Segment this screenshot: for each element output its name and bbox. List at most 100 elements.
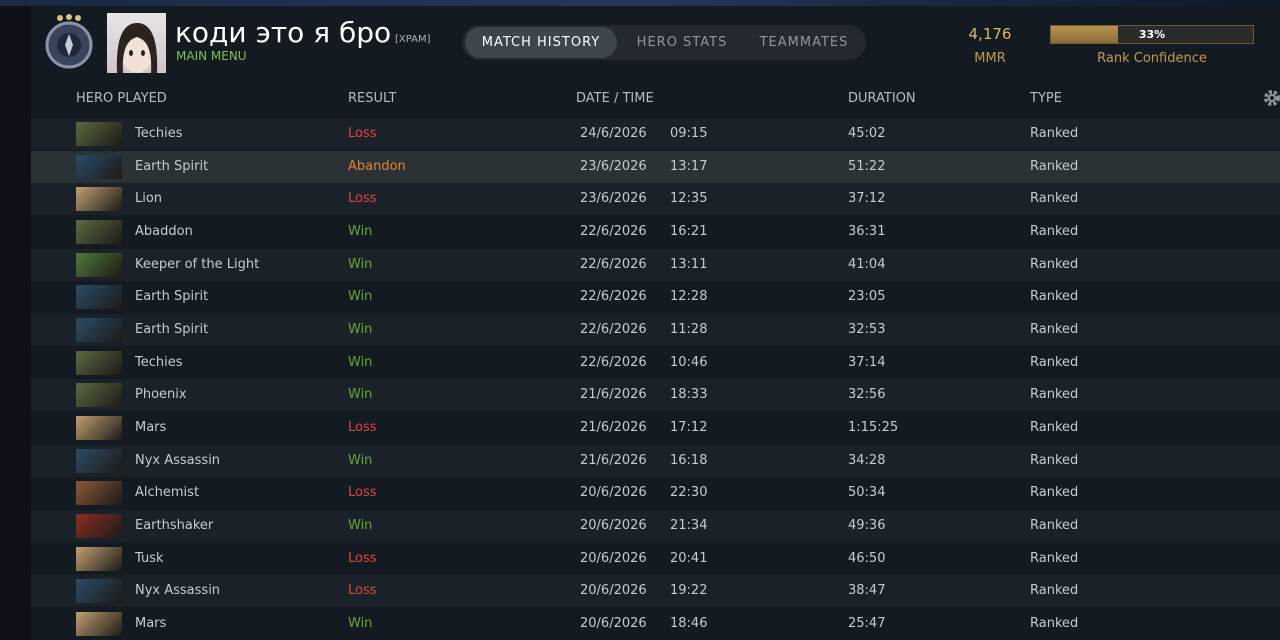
match-row[interactable]: Phoenix Win 21/6/2026 18:33 32:56 Ranked [31,379,1280,412]
hero-name: Earthshaker [135,518,214,534]
hero-icon [76,579,122,604]
match-row[interactable]: Mars Win 20/6/2026 18:46 25:47 Ranked [31,608,1280,640]
hero-icon [76,514,122,539]
date: 20/6/2026 [580,518,647,534]
time: 11:28 [670,322,708,338]
hero-icon [76,187,122,212]
hero-icon [76,416,122,441]
duration: 32:53 [848,322,886,338]
time: 16:21 [670,224,708,239]
duration: 46:50 [848,550,886,566]
match-type: Ranked [1030,420,1079,436]
match-row[interactable]: Lion Loss 23/6/2026 12:35 37:12 Ranked [31,183,1280,216]
column-header[interactable]: DURATION [848,91,916,106]
hero-name: Mars [135,616,167,632]
match-row[interactable]: Earthshaker Win 20/6/2026 21:34 49:36 Ranked [31,510,1280,543]
result: Abandon [348,158,406,174]
hero-icon [76,383,122,408]
match-type: Ranked [1030,387,1079,403]
result: Win [348,224,373,239]
match-row[interactable]: Tusk Loss 20/6/2026 20:41 46:50 Ranked [31,542,1280,575]
date: 23/6/2026 [580,191,647,207]
time: 12:28 [670,289,708,305]
match-row[interactable]: Nyx Assassin Win 21/6/2026 16:18 34:28 Ranked [31,444,1280,477]
duration: 36:31 [848,224,886,239]
duration: 38:47 [848,583,886,599]
confidence-caption: Rank Confidence [1097,51,1207,66]
time: 18:46 [670,616,708,632]
hero-name: Keeper of the Light [135,256,260,272]
date: 22/6/2026 [580,322,647,338]
hero-icon [76,252,122,277]
hero-name: Nyx Assassin [135,583,221,599]
column-header[interactable]: TYPE [1030,91,1062,106]
match-row[interactable]: Mars Loss 21/6/2026 17:12 1:15:25 Ranked [31,412,1280,445]
settings-gear[interactable] [1263,89,1280,107]
hero-icon [76,122,122,146]
confidence-label: 33% [1138,28,1166,41]
duration: 49:36 [848,518,886,534]
match-type: Ranked [1030,485,1079,501]
result: Win [348,518,373,534]
match-type: Ranked [1030,126,1079,141]
mmr-value: 4,176 [968,25,1012,43]
hero-name: Abaddon [135,224,193,239]
result: Win [348,256,373,272]
hero-name: Nyx Assassin [135,452,221,468]
match-row[interactable]: Earth Spirit Win 22/6/2026 12:28 23:05 Ranked [31,281,1280,314]
date: 22/6/2026 [580,224,647,239]
result: Win [348,452,373,468]
duration: 37:12 [848,191,886,207]
match-row[interactable]: Keeper of the Light Win 22/6/2026 13:11 41:0… [31,248,1280,281]
mmr-label: MMR [974,51,1006,66]
player-name: коди это я бро [175,16,392,49]
date: 20/6/2026 [580,485,647,501]
hero-name: Phoenix [135,387,187,403]
match-row[interactable]: Alchemist Loss 20/6/2026 22:30 50:34 Ranked [31,477,1280,510]
match-row[interactable]: Techies Loss 24/6/2026 09:15 45:02 Ranked [31,118,1280,150]
match-row[interactable]: Techies Win 22/6/2026 10:46 37:14 Ranked [31,346,1280,379]
column-header[interactable]: HERO PLAYED [76,91,167,106]
time: 13:11 [670,256,708,272]
hero-icon [76,220,122,244]
avatar[interactable] [107,13,166,73]
hero-name: Alchemist [135,485,200,501]
date: 22/6/2026 [580,354,647,370]
duration: 37:14 [848,354,886,370]
main-menu-link[interactable]: MAIN MENU [176,49,247,63]
hero-name: Earth Spirit [135,289,209,305]
tab[interactable]: MATCH HISTORY [465,27,617,58]
result: Loss [348,485,377,501]
tab[interactable]: HERO STATS [636,35,728,50]
result: Win [348,354,373,370]
time: 22:30 [670,485,708,501]
date: 21/6/2026 [580,452,647,468]
date: 20/6/2026 [580,616,647,632]
match-row[interactable]: Earth Spirit Abandon 23/6/2026 13:17 51:22 Ra… [31,150,1280,183]
result: Loss [348,126,377,141]
match-type: Ranked [1030,583,1079,599]
hero-icon [76,448,122,473]
duration: 41:04 [848,256,886,272]
time: 09:15 [670,126,708,141]
column-header[interactable]: RESULT [348,91,397,106]
tab[interactable]: TEAMMATES [759,35,849,50]
date: 20/6/2026 [580,583,647,599]
confidence-bar: 33% [1050,25,1254,44]
match-row[interactable]: Earth Spirit Win 22/6/2026 11:28 32:53 Ranked [31,314,1280,347]
hero-name: Lion [135,191,163,207]
hero-name: Techies [135,354,183,370]
time: 16:18 [670,452,708,468]
hero-name: Mars [135,420,167,436]
hero-icon [76,546,122,571]
duration: 51:22 [848,158,886,174]
match-type: Ranked [1030,158,1079,174]
confidence-fill [1051,26,1118,43]
top-edge [0,0,1280,6]
column-header[interactable]: DATE / TIME [576,91,654,106]
match-row[interactable]: Nyx Assassin Loss 20/6/2026 19:22 38:47 Ranke… [31,575,1280,608]
rank-emblem [45,14,93,69]
hero-name: Earth Spirit [135,158,209,174]
match-row[interactable]: Abaddon Win 22/6/2026 16:21 36:31 Ranked [31,216,1280,248]
